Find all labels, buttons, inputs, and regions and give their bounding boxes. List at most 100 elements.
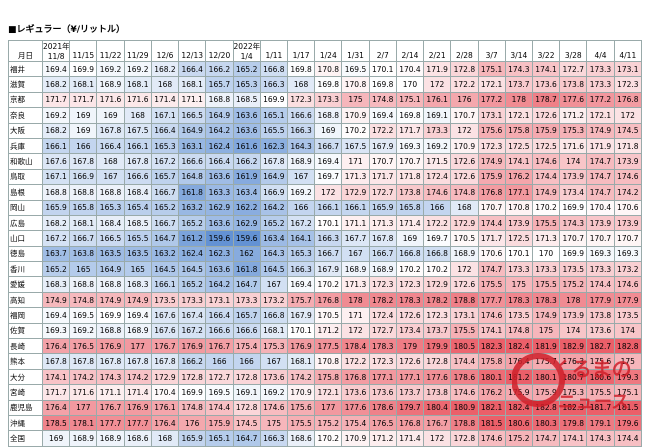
price-cell: 166.7 <box>368 245 397 263</box>
data-row: 福井 169.4 169.9 169.2 169.2 168.2 166.4 166.2 165… <box>8 60 643 78</box>
price-cell: 169.8 <box>286 60 316 78</box>
price-cell: 168.4 <box>123 184 152 201</box>
price-cell: 172.9 <box>150 368 180 386</box>
price-cell: 177.6 <box>341 399 370 416</box>
price-cell: 177.9 <box>586 291 615 309</box>
price-cell: 182.9 <box>559 338 588 355</box>
column-header: 11/15 <box>69 40 98 62</box>
price-cell: 166.1 <box>41 137 71 155</box>
price-cell: 174 <box>559 322 588 340</box>
price-cell: 171.3 <box>341 168 370 186</box>
price-cell: 177 <box>314 399 343 416</box>
data-row: 宮崎 171.7 171.6 171.1 171.4 170.4 169.9 169.5 169… <box>8 384 643 401</box>
price-cell: 169.2 <box>96 60 125 78</box>
price-cell: 174.5 <box>613 122 643 139</box>
price-cell: 171.2 <box>559 107 588 124</box>
price-cell: 175.2 <box>314 414 343 432</box>
price-cell: 166.4 <box>205 307 234 324</box>
price-cell: 176.5 <box>368 414 397 432</box>
price-cell: 165 <box>69 261 98 278</box>
price-cell: 168.9 <box>450 245 479 263</box>
price-cell: 174.1 <box>504 153 533 170</box>
price-cell: 163.8 <box>69 245 98 263</box>
price-cell: 177 <box>69 399 98 416</box>
price-cell: 178 <box>504 91 533 109</box>
price-cell: 171.4 <box>395 214 425 232</box>
price-cell: 165.3 <box>150 137 180 155</box>
price-cell: 163.6 <box>205 214 234 232</box>
price-cell: 173.1 <box>450 307 479 324</box>
price-cell: 164.2 <box>259 199 288 216</box>
price-cell: 175.5 <box>531 214 561 232</box>
year-label: 2022年 <box>233 42 261 51</box>
price-cell: 174.6 <box>477 307 506 324</box>
price-cell: 176.2 <box>504 168 533 186</box>
column-header: 12/13 <box>178 40 207 62</box>
price-cell: 164.9 <box>96 261 125 278</box>
price-cell: 170.7 <box>368 153 397 170</box>
price-cell: 162.3 <box>205 245 234 263</box>
price-cell: 170.7 <box>450 107 479 124</box>
column-header: 2021年 11/8 <box>41 40 71 62</box>
price-cell: 172.2 <box>368 122 397 139</box>
price-cell: 175.7 <box>286 291 316 309</box>
price-cell: 174.7 <box>586 184 615 201</box>
price-cell: 172.3 <box>286 91 316 109</box>
price-cell: 163.1 <box>178 137 207 155</box>
price-cell: 174.3 <box>586 430 615 447</box>
price-cell: 168.3 <box>41 276 71 293</box>
price-cell: 167.2 <box>286 214 316 232</box>
price-cell: 161.6 <box>232 137 261 155</box>
price-cell: 174.7 <box>586 153 615 170</box>
column-header: 11/29 <box>123 40 152 62</box>
year-spacer <box>588 42 613 51</box>
price-cell: 171.2 <box>368 430 397 447</box>
price-cell: 164.7 <box>150 230 180 247</box>
price-cell: 174.9 <box>123 291 152 309</box>
price-cell: 173.1 <box>613 60 643 78</box>
price-cell: 168.1 <box>259 322 288 340</box>
column-header: 1/31 <box>341 40 370 62</box>
price-cell: 166.7 <box>314 245 343 263</box>
price-cell: 169 <box>314 122 343 139</box>
price-cell: 165 <box>123 261 152 278</box>
price-cell: 170.2 <box>314 430 343 447</box>
price-cell: 168.9 <box>123 322 152 340</box>
price-cell: 168.6 <box>123 430 152 447</box>
price-cell: 166.1 <box>123 137 152 155</box>
price-cell: 167.8 <box>123 153 152 170</box>
data-row: 大阪 168.2 169 167.8 167.5 166.4 164.9 164.2 163.6… <box>8 122 643 139</box>
price-cell: 180.9 <box>450 399 479 416</box>
price-cell: 168.8 <box>205 91 234 109</box>
price-cell: 163.4 <box>259 230 288 247</box>
price-cell: 174.1 <box>41 368 71 386</box>
data-row: 福岡 169.4 169.5 169.9 169.4 167.6 167.4 166.4 165… <box>8 307 643 324</box>
price-cell: 165.8 <box>69 199 98 216</box>
price-cell: 169.9 <box>259 91 288 109</box>
price-cell: 170 <box>395 76 425 93</box>
price-cell: 178.3 <box>531 291 561 309</box>
price-cell: 172 <box>423 430 452 447</box>
price-cell: 166.5 <box>178 107 207 124</box>
price-cell: 174.1 <box>477 322 506 340</box>
price-cell: 163.6 <box>232 122 261 139</box>
price-cell: 162 <box>232 245 261 263</box>
column-header: 1/11 <box>259 40 288 62</box>
price-cell: 171.3 <box>368 214 397 232</box>
price-cell: 169.5 <box>205 384 234 401</box>
price-cell: 169.4 <box>286 276 316 293</box>
column-header: 4/11 <box>613 40 643 62</box>
price-cell: 171.4 <box>150 91 180 109</box>
price-cell: 173.8 <box>586 307 615 324</box>
price-cell: 176.4 <box>150 414 180 432</box>
title: ■レギュラー（¥/リットル） <box>8 25 126 35</box>
price-cell: 167 <box>341 245 370 263</box>
data-row: 島根 168.8 168.8 168.8 168.4 166.7 161.8 163.3 163… <box>8 184 643 201</box>
date-label: 11/8 <box>47 52 65 61</box>
price-cell: 168 <box>150 430 180 447</box>
price-cell: 168.1 <box>69 214 98 232</box>
price-cell: 179.9 <box>423 338 452 355</box>
price-cell: 167.4 <box>178 307 207 324</box>
price-cell: 172.9 <box>450 214 479 232</box>
column-header: 3/22 <box>531 40 561 62</box>
